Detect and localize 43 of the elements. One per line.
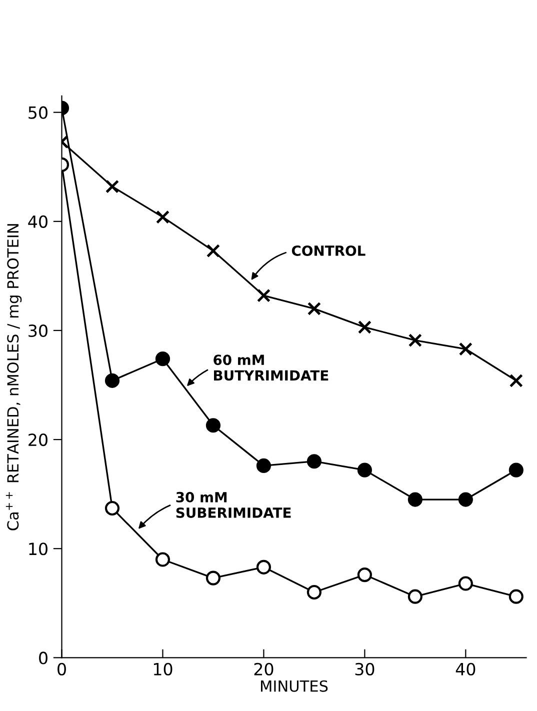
y-tick-label: 30 bbox=[28, 324, 48, 338]
point bbox=[256, 560, 272, 574]
x-tick-label: 10 bbox=[154, 662, 172, 676]
point bbox=[307, 302, 322, 316]
point bbox=[105, 180, 120, 194]
point bbox=[104, 373, 120, 388]
annotation: 30 mM SUBERIMIDATE bbox=[176, 492, 291, 518]
y-tick-label: 0 bbox=[39, 652, 48, 664]
x-tick-label: 0 bbox=[58, 662, 66, 676]
point bbox=[408, 589, 422, 604]
y-axis-title: Ca$^{++}$ RETAINED, nMOLES / mg PROTEIN bbox=[6, 224, 22, 530]
point bbox=[358, 320, 372, 334]
x-axis-title: MINUTES bbox=[261, 680, 328, 692]
point bbox=[306, 584, 322, 600]
point bbox=[458, 576, 473, 591]
point bbox=[156, 210, 170, 224]
point bbox=[408, 492, 422, 507]
y-tick-label: 50 bbox=[28, 106, 48, 119]
point bbox=[206, 570, 221, 586]
point bbox=[256, 458, 272, 474]
point bbox=[256, 288, 271, 302]
point bbox=[155, 552, 170, 567]
point bbox=[104, 500, 120, 516]
annotation: CONTROL bbox=[292, 245, 366, 256]
point bbox=[509, 374, 523, 388]
point bbox=[458, 492, 473, 507]
y-tick-label: 20 bbox=[28, 434, 48, 446]
point bbox=[206, 244, 220, 258]
annotation: 60 mM BUTYRIMIDATE bbox=[214, 354, 328, 381]
point bbox=[155, 352, 170, 366]
point bbox=[206, 418, 221, 433]
x-tick-label: 40 bbox=[456, 662, 476, 676]
point bbox=[458, 342, 472, 356]
point bbox=[508, 589, 524, 604]
y-tick-label: 10 bbox=[29, 542, 48, 556]
point bbox=[357, 462, 372, 478]
x-tick-label: 30 bbox=[355, 662, 374, 676]
y-tick-label: 40 bbox=[28, 215, 48, 228]
x-tick-label: 20 bbox=[254, 662, 274, 676]
point bbox=[508, 462, 524, 478]
point bbox=[306, 454, 322, 469]
point bbox=[408, 333, 422, 348]
point bbox=[357, 567, 372, 582]
